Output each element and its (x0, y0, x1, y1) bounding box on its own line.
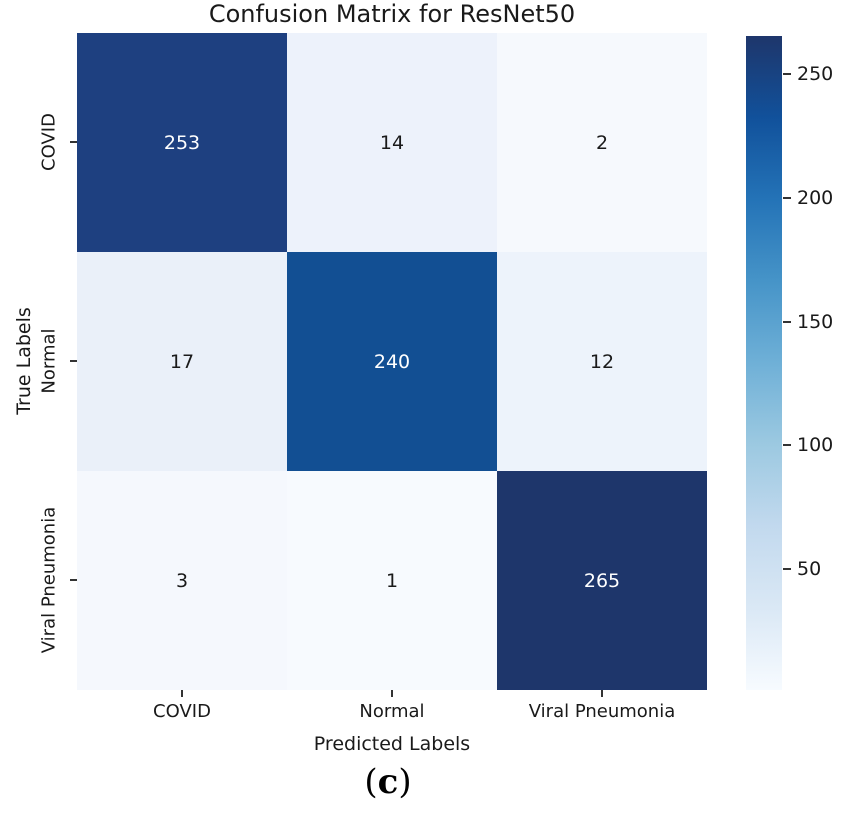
y-tick-mark (70, 141, 77, 143)
y-tick-label-covid: COVID (38, 113, 60, 171)
heatmap-cell-r0c0: 253 (77, 33, 287, 252)
caption-paren-open: ( (364, 762, 378, 802)
x-tick-mark (601, 690, 603, 697)
colorbar-tick-label: 250 (797, 63, 834, 85)
y-tick-label-viral-pneumonia: Viral Pneumonia (38, 506, 60, 654)
heatmap-cell-r0c2: 2 (497, 33, 707, 252)
colorbar-tick-mark (783, 568, 791, 570)
y-axis-label: True Labels (13, 307, 35, 415)
y-tick-mark (70, 360, 77, 362)
colorbar-tick-mark (783, 444, 791, 446)
x-tick-label-covid: COVID (153, 701, 211, 722)
heatmap-cell-r1c2: 12 (497, 252, 707, 471)
caption-paren-close: ) (398, 762, 412, 802)
colorbar-tick-200: 200 (783, 187, 833, 209)
heatmap-grid: 253 14 2 17 240 12 3 1 265 (77, 33, 707, 690)
colorbar-tick-label: 50 (797, 558, 822, 580)
x-tick-mark (391, 690, 393, 697)
y-tick-mark (70, 579, 77, 581)
colorbar-tick-150: 150 (783, 311, 833, 333)
y-tick-label-normal: Normal (38, 328, 60, 394)
heatmap-cell-r1c0: 17 (77, 252, 287, 471)
colorbar-tick-label: 100 (797, 434, 834, 456)
colorbar-tick-label: 150 (797, 311, 834, 333)
heatmap-cell-r2c0: 3 (77, 471, 287, 690)
heatmap-cell-r2c2: 265 (497, 471, 707, 690)
heatmap-cell-r0c1: 14 (287, 33, 497, 252)
heatmap-cell-r2c1: 1 (287, 471, 497, 690)
colorbar-tick-mark (783, 197, 791, 199)
colorbar-tick-250: 250 (783, 63, 833, 85)
x-tick-mark (181, 690, 183, 697)
figure-caption: (c) (364, 762, 411, 802)
x-tick-label-normal: Normal (359, 701, 425, 722)
chart-title: Confusion Matrix for ResNet50 (208, 0, 576, 28)
heatmap-cell-r1c1: 240 (287, 252, 497, 471)
colorbar-tick-mark (783, 321, 791, 323)
x-axis-label: Predicted Labels (313, 733, 471, 755)
colorbar-tick-100: 100 (783, 434, 833, 456)
caption-letter: c (377, 762, 399, 802)
colorbar-tick-mark (783, 73, 791, 75)
colorbar-tick-label: 200 (797, 187, 834, 209)
colorbar-tick-50: 50 (783, 558, 821, 580)
colorbar (746, 36, 782, 690)
x-tick-label-viral-pneumonia: Viral Pneumonia (528, 701, 676, 722)
